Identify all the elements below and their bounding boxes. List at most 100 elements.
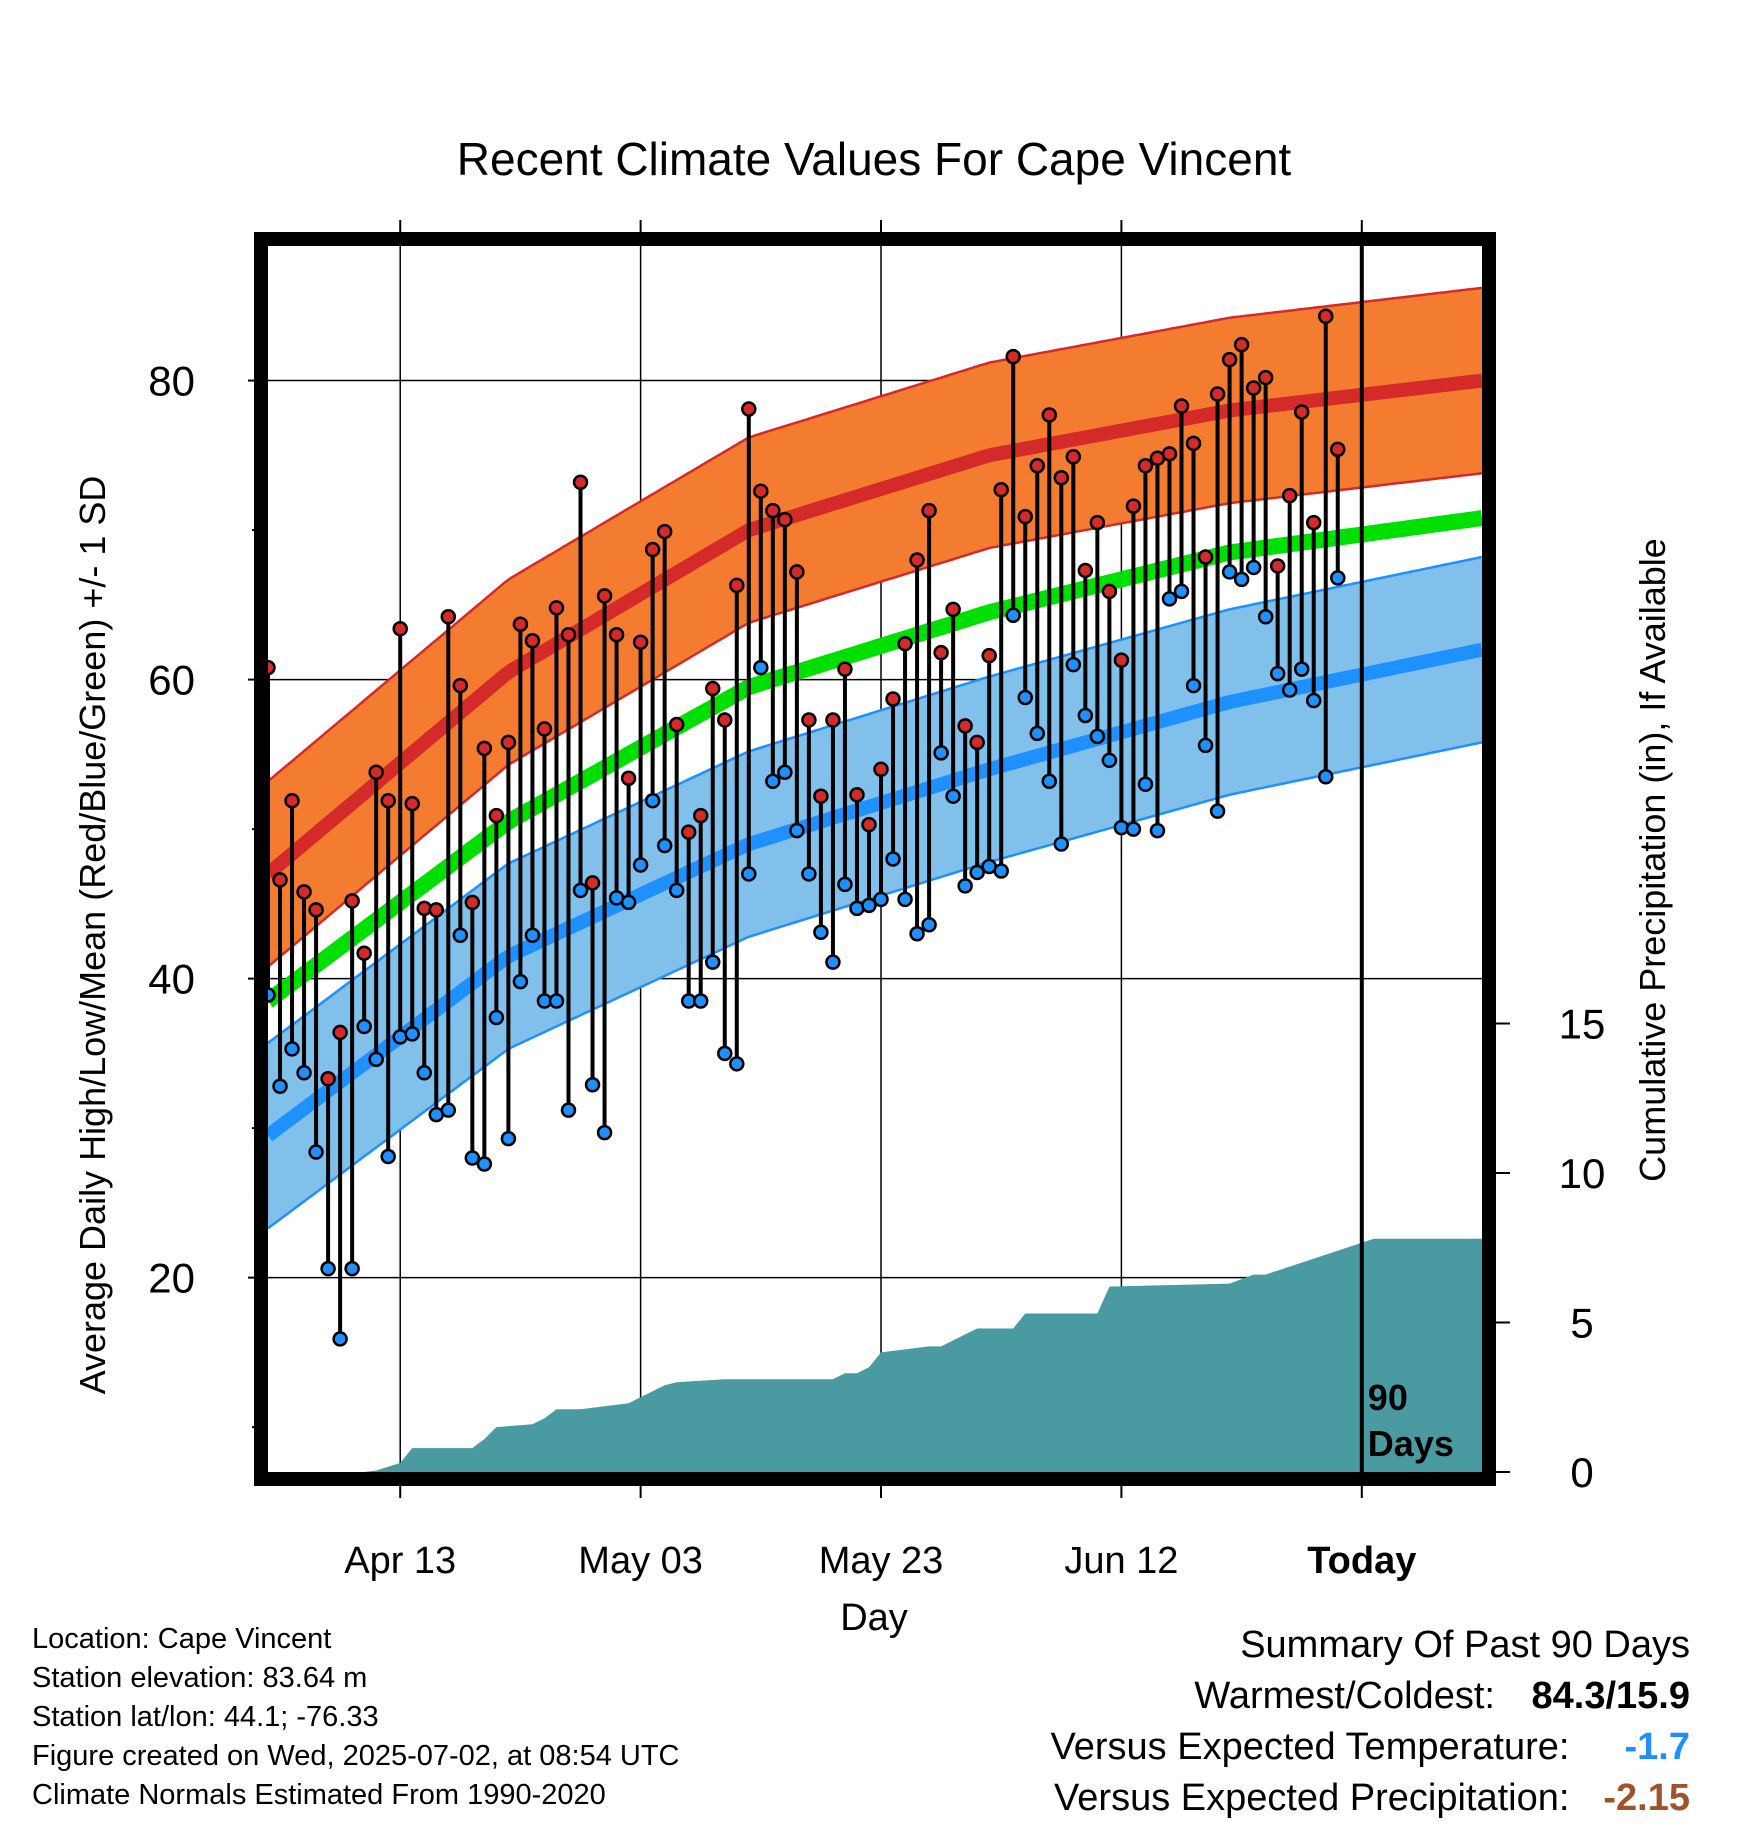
daily-low-point [1245,559,1262,576]
x-tick-label: May 03 [578,1540,703,1582]
daily-low-point [777,764,793,781]
daily-low-point [765,773,781,790]
daily-high-point [368,764,384,781]
daily-high-point [452,677,469,694]
daily-low-point [632,857,649,873]
daily-high-point [1233,336,1250,353]
daily-high-point [584,875,601,891]
daily-low-point [1017,689,1033,706]
precipitation-area [268,1238,1482,1472]
normal-low-line [263,642,1484,1142]
daily-high-point [789,564,805,580]
daily-high-point [440,609,457,625]
daily-high-point [993,481,1009,498]
daily-low-point [656,837,673,854]
daily-low-point [969,864,985,881]
daily-low-point [380,1148,396,1165]
daily-high-point [524,632,541,649]
daily-low-point [1233,571,1250,588]
daily-low-point [1257,609,1274,625]
warmest-coldest-label: Warmest/Coldest: [1194,1675,1495,1717]
daily-low-point [296,1065,312,1081]
daily-low-point [909,926,925,942]
normal-mean-line [263,510,1484,1008]
daily-high-point [969,734,985,751]
daily-low-point [356,1018,372,1035]
daily-high-point [1065,449,1082,465]
daily-high-point [656,523,673,540]
daily-low-point [584,1077,601,1093]
daily-low-point [1089,728,1106,745]
daily-high-point [1005,348,1021,365]
daily-high-point [464,894,481,911]
daily-high-point [500,734,517,751]
daily-low-point [440,1102,457,1118]
daily-high-point [825,712,841,728]
daily-high-point [1317,308,1334,325]
cumulative-precip-area [268,1238,1482,1472]
daily-low-point [945,788,961,804]
daily-high-point [392,621,408,637]
daily-high-point [272,872,288,888]
precip-anomaly-value: -2.15 [1603,1777,1690,1819]
daily-low-point [1149,822,1166,839]
daily-high-point [380,792,396,809]
daily-high-point [620,770,637,787]
daily-low-point [957,878,973,894]
x-tick-label: Jun 12 [1064,1540,1178,1582]
daily-range-sticks [260,308,1346,1347]
y-tick-label: 20 [148,1255,195,1302]
daily-high-point [813,788,829,804]
y-tick-label: 60 [148,657,195,704]
created-text: Figure created on Wed, 2025-07-02, at 08… [32,1740,680,1772]
daily-low-point [416,1065,433,1081]
warmest-coldest-value: 84.3/15.9 [1531,1675,1690,1717]
daily-low-point [1305,692,1322,709]
x-tick-label: May 23 [819,1540,944,1582]
y2-axis-label: Cumulative Precipitation (in), If Availa… [1632,538,1673,1182]
daily-high-point [1053,469,1070,486]
plot-frame [254,232,1496,1486]
y-tick-label: 40 [148,956,195,1003]
daily-high-point [644,541,661,558]
daily-high-point [1221,351,1238,368]
axes: 20 40 60 80 0 5 10 15 Apr 13 May 03 May 23 Jun 12 To… [148,220,1605,1582]
location-text: Location: Cape Vincent [32,1623,332,1655]
daily-high-point [512,616,529,633]
daily-high-point [933,644,949,661]
daily-low-point [933,745,949,761]
x-axis-label: Day [840,1597,908,1639]
y2-tick-label: 0 [1570,1449,1593,1496]
daily-low-point [1041,773,1058,790]
daily-low-point [1209,803,1226,819]
daily-high-point [1245,380,1262,396]
daily-high-point [957,718,973,734]
daily-high-point [428,902,445,918]
daily-high-point [668,716,685,733]
daily-high-point [1330,441,1346,458]
daily-high-point [1029,458,1046,474]
daily-high-point [1281,487,1298,504]
daily-low-point [692,993,709,1009]
precip-anomaly-row: Versus Expected Precipitation: -2.15 [1051,1773,1690,1824]
x-tick-label: Today [1307,1540,1416,1582]
daily-high-point [560,626,577,643]
daily-low-point [837,876,853,893]
daily-high-point [596,588,613,604]
station-info: Location: Cape Vincent Station elevation… [32,1620,680,1815]
daily-high-point [548,600,565,616]
daily-low-point [729,1056,745,1072]
daily-high-point [753,483,769,499]
high-band-lower-edge [267,472,1483,968]
daily-low-point [560,1102,577,1118]
daily-high-point [1269,558,1286,574]
daily-high-point [741,401,757,417]
daily-low-point [548,993,565,1009]
daily-low-point [993,863,1009,879]
daily-high-point [873,761,889,778]
daily-low-point [801,866,817,882]
daily-high-point [1077,562,1094,579]
daily-high-point [308,902,324,918]
daily-high-point [284,792,300,809]
